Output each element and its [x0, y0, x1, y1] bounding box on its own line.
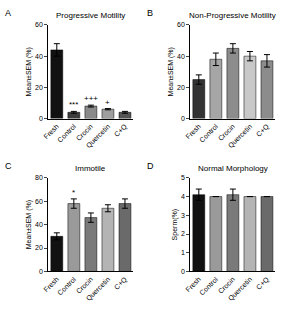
svg-text:Control: Control [198, 122, 219, 143]
svg-text:20: 20 [177, 84, 185, 91]
svg-text:D: D [147, 161, 154, 171]
svg-text:4: 4 [181, 193, 185, 200]
svg-text:C+Q: C+Q [255, 275, 271, 291]
svg-text:0: 0 [39, 115, 43, 122]
svg-text:60: 60 [35, 21, 43, 28]
svg-text:Control: Control [56, 275, 77, 296]
svg-text:Quercetin: Quercetin [85, 123, 112, 150]
svg-text:0: 0 [181, 115, 185, 122]
svg-text:Crocin: Crocin [217, 276, 236, 295]
svg-text:1: 1 [181, 249, 185, 256]
svg-text:Crocin: Crocin [217, 123, 236, 142]
svg-text:C+Q: C+Q [113, 275, 129, 291]
svg-text:Progressive Motility: Progressive Motility [56, 11, 125, 20]
svg-text:Normal Morphology: Normal Morphology [198, 164, 268, 173]
svg-text:Fresh: Fresh [42, 123, 60, 141]
svg-text:C+Q: C+Q [255, 122, 271, 138]
svg-text:*: * [72, 188, 75, 197]
svg-text:Sperm(%): Sperm(%) [171, 209, 179, 241]
svg-text:B: B [147, 8, 153, 18]
svg-text:C+Q: C+Q [113, 122, 129, 138]
svg-text:+++: +++ [84, 94, 98, 103]
svg-text:Mean±SEM (%): Mean±SEM (%) [167, 47, 175, 96]
svg-text:3: 3 [181, 212, 185, 219]
svg-text:+: + [105, 98, 110, 107]
svg-text:Quercetin: Quercetin [227, 123, 254, 150]
svg-text:60: 60 [177, 21, 185, 28]
svg-text:80: 80 [35, 174, 43, 181]
svg-text:60: 60 [35, 198, 43, 205]
svg-text:20: 20 [35, 244, 43, 251]
svg-text:0: 0 [181, 268, 185, 275]
svg-text:***: *** [69, 100, 78, 109]
svg-text:Quercetin: Quercetin [85, 276, 112, 303]
svg-text:5: 5 [181, 174, 185, 181]
svg-text:C: C [5, 161, 12, 171]
svg-text:Quercetin: Quercetin [227, 276, 254, 303]
svg-text:Non-Progressive Motility: Non-Progressive Motility [189, 11, 276, 20]
svg-text:Crocin: Crocin [75, 276, 94, 295]
svg-text:Immotile: Immotile [75, 164, 106, 173]
svg-text:Fresh: Fresh [42, 276, 60, 294]
svg-text:Control: Control [56, 122, 77, 143]
svg-text:Crocin: Crocin [75, 123, 94, 142]
svg-text:Control: Control [198, 275, 219, 296]
svg-text:40: 40 [35, 53, 43, 60]
svg-text:Fresh: Fresh [184, 123, 202, 141]
svg-text:20: 20 [35, 84, 43, 91]
svg-text:2: 2 [181, 230, 185, 237]
svg-text:Mean±SEM (%): Mean±SEM (%) [25, 200, 33, 249]
svg-text:40: 40 [177, 53, 185, 60]
svg-text:Mean±SEM (%): Mean±SEM (%) [25, 47, 33, 96]
svg-text:Fresh: Fresh [184, 276, 202, 294]
svg-text:0: 0 [39, 268, 43, 275]
svg-text:40: 40 [35, 221, 43, 228]
svg-text:A: A [5, 8, 11, 18]
